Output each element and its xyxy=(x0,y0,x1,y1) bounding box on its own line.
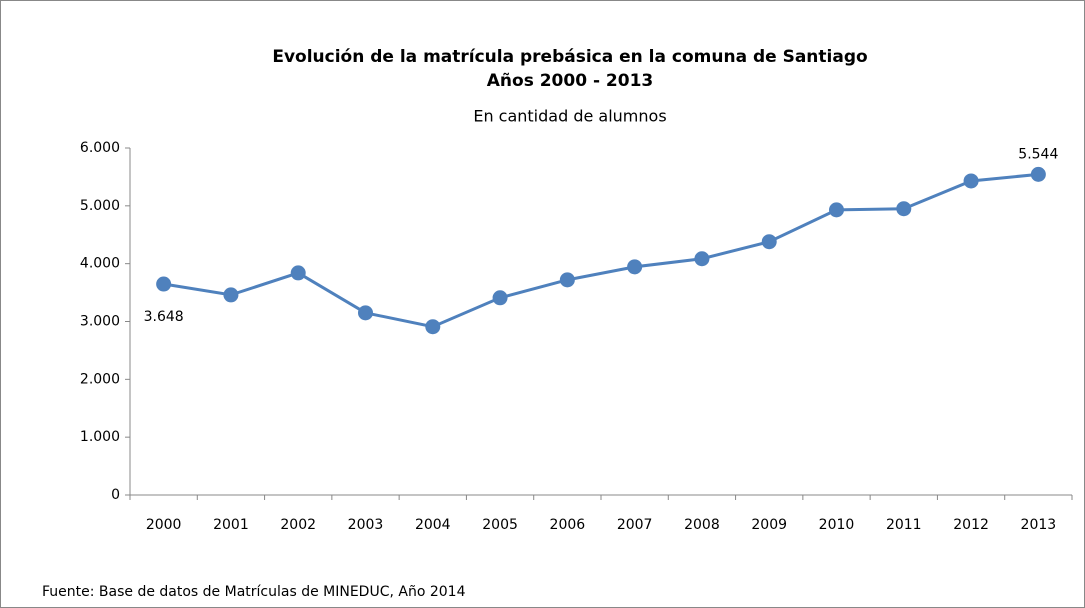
y-tick-label: 6.000 xyxy=(80,140,120,156)
data-label: 3.648 xyxy=(144,309,184,325)
x-tick-label: 2000 xyxy=(146,517,182,533)
chart-title: Evolución de la matrícula prebásica en l… xyxy=(272,47,867,67)
x-tick-label: 2010 xyxy=(819,517,855,533)
point xyxy=(223,287,239,303)
x-tick-label: 2003 xyxy=(348,517,384,533)
point xyxy=(963,173,979,189)
x-tick-label: 2002 xyxy=(280,517,316,533)
point xyxy=(425,319,441,335)
y-tick-label: 3.000 xyxy=(80,314,120,330)
y-tick-label: 1.000 xyxy=(80,429,120,445)
point xyxy=(627,259,643,275)
y-tick-label: 0 xyxy=(111,487,120,503)
source-note: Fuente: Base de datos de Matrículas de M… xyxy=(42,584,466,600)
x-tick-label: 2013 xyxy=(1021,517,1057,533)
y-tick-label: 5.000 xyxy=(80,198,120,214)
line xyxy=(163,172,1039,329)
x-tick-label: 2008 xyxy=(684,517,720,533)
x-tick-label: 2001 xyxy=(213,517,249,533)
point xyxy=(492,290,508,306)
point xyxy=(358,305,373,321)
x-tick-label: 2004 xyxy=(415,517,451,533)
point xyxy=(290,265,306,281)
chart-title: Años 2000 - 2013 xyxy=(487,71,654,91)
x-tick-label: 2006 xyxy=(550,517,586,533)
y-tick-label: 4.000 xyxy=(80,256,120,272)
point xyxy=(829,202,844,218)
y-tick-label: 2.000 xyxy=(80,371,120,387)
x-tick-label: 2012 xyxy=(953,517,989,533)
point xyxy=(694,251,710,267)
data-label: 5.544 xyxy=(1018,146,1058,162)
x-tick-label: 2011 xyxy=(886,517,922,533)
x-tick-label: 2005 xyxy=(482,517,518,533)
chart-subtitle: En cantidad de alumnos xyxy=(473,107,666,126)
point xyxy=(1030,166,1046,182)
x-tick-label: 2009 xyxy=(751,517,787,533)
point xyxy=(761,234,777,250)
point xyxy=(559,272,575,288)
x-tick-label: 2007 xyxy=(617,517,653,533)
point xyxy=(896,201,912,217)
point xyxy=(156,276,172,292)
